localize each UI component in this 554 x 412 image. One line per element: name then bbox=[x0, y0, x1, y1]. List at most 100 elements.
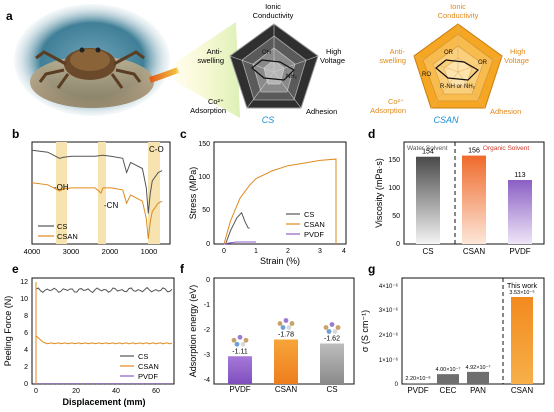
tick-g-y0: 0 bbox=[395, 382, 399, 388]
radar-csan-axis-ionic: Ionic bbox=[450, 2, 466, 11]
value-f-pvdf: -1.11 bbox=[232, 348, 248, 355]
value-d-csan: 156 bbox=[468, 148, 480, 155]
tick-b-4000: 4000 bbox=[24, 247, 41, 256]
value-g-csan: 3.53×10⁻⁶ bbox=[509, 289, 534, 296]
panel-e-letter: e bbox=[12, 262, 19, 276]
radar-csan-axis-high: High bbox=[510, 47, 525, 56]
tick-e-y4: 4 bbox=[24, 347, 28, 354]
tick-d-y0: 0 bbox=[396, 241, 400, 248]
tick-c-y50: 50 bbox=[202, 207, 210, 214]
radar-csan-title: CSAN bbox=[433, 115, 459, 125]
molecule-atom-icon bbox=[243, 337, 249, 343]
group-rnh: R-NH or bbox=[440, 84, 462, 90]
radar-cs-title: CS bbox=[262, 115, 275, 125]
legend-csan: CSAN bbox=[57, 232, 78, 241]
group-nh2: NH₂ bbox=[286, 74, 298, 80]
radar-cs-axis-voltage: Voltage bbox=[320, 56, 345, 65]
molecule-atom-icon bbox=[286, 325, 292, 330]
legend-e-pvdf: PVDF bbox=[138, 372, 158, 381]
bar-d-pvdf bbox=[508, 179, 532, 244]
bar-g-pvdf bbox=[407, 383, 429, 384]
panel-a-letter: a bbox=[6, 9, 13, 23]
axis-d-ylabel: Viscosity (mPa·s) bbox=[374, 158, 384, 228]
molecule-atom-icon bbox=[237, 334, 243, 340]
tick-g-y3: 3×10⁻⁶ bbox=[379, 307, 399, 314]
category-f-cs: CS bbox=[326, 385, 337, 394]
category-d-cs: CS bbox=[422, 247, 433, 256]
molecule-atom-icon bbox=[231, 337, 237, 343]
tick-f-y2: -2 bbox=[204, 327, 210, 334]
axis-g-ylabel: σ (S cm⁻¹) bbox=[360, 310, 370, 352]
tick-b-1000: 1000 bbox=[141, 247, 158, 256]
panel-b-letter: b bbox=[12, 127, 19, 141]
value-g-cec: 4.00×10⁻⁷ bbox=[436, 366, 461, 373]
value-g-pan: 4.92×10⁻⁷ bbox=[466, 364, 491, 371]
series-e-csan bbox=[35, 335, 173, 345]
radar-cs-axis-conductivity: Conductivity bbox=[253, 11, 294, 20]
bar-f-csan bbox=[274, 339, 298, 384]
tick-d-y50: 50 bbox=[392, 213, 400, 220]
radar-csan-axis-adhesion: Adhesion bbox=[490, 107, 521, 116]
label-water-solvent: Water Solvent bbox=[407, 145, 448, 152]
molecule-atom-icon bbox=[280, 325, 286, 330]
panel-e-plot: 0 2 4 6 8 10 12 0 20 40 60 Displacement … bbox=[3, 277, 175, 407]
radar-cs-axis-high: High bbox=[326, 47, 341, 56]
category-d-csan: CSAN bbox=[463, 247, 485, 256]
molecule-atom-icon bbox=[289, 321, 295, 326]
panel-c-letter: c bbox=[180, 127, 187, 141]
panel-c-plot: 0 50 100 150 0 1 2 3 4 Strain (%) Stress… bbox=[188, 141, 347, 266]
molecule-atom-icon bbox=[335, 325, 341, 330]
molecule-atom-icon bbox=[326, 329, 332, 334]
radar-cs: OH NH₂ bbox=[229, 23, 319, 109]
crab-photo bbox=[14, 4, 170, 116]
value-d-cs: 154 bbox=[422, 149, 434, 156]
legend-c-cs: CS bbox=[304, 210, 314, 219]
group-or-top: OR bbox=[444, 50, 454, 56]
tick-g-y2: 2×10⁻⁶ bbox=[379, 332, 399, 339]
tick-c-x0: 0 bbox=[222, 248, 226, 255]
panel-g-letter: g bbox=[368, 262, 375, 276]
molecule-atom-icon bbox=[329, 322, 335, 327]
tick-e-x0: 0 bbox=[34, 388, 38, 395]
tick-f-y0: 0 bbox=[206, 277, 210, 284]
panel-d-letter: d bbox=[368, 127, 375, 141]
tick-e-x20: 20 bbox=[72, 388, 80, 395]
category-f-pvdf: PVDF bbox=[229, 385, 250, 394]
tick-e-y8: 8 bbox=[24, 313, 28, 320]
group-oh: OH bbox=[262, 50, 271, 56]
tick-c-x1: 1 bbox=[254, 248, 258, 255]
tick-d-y150: 150 bbox=[388, 157, 400, 164]
tick-e-x60: 60 bbox=[152, 388, 160, 395]
legend-c-csan: CSAN bbox=[304, 220, 325, 229]
label-this-work: This work bbox=[507, 283, 537, 290]
radar-cs-axis-anti: Anti- bbox=[207, 47, 223, 56]
tick-f-y4: -4 bbox=[204, 377, 210, 384]
axis-e-xlabel: Displacement (mm) bbox=[62, 397, 145, 407]
tick-f-y3: -3 bbox=[204, 352, 210, 359]
tick-c-y100: 100 bbox=[198, 174, 210, 181]
category-g-cec: CEC bbox=[440, 386, 457, 395]
radar-cs-axis-adhesion: Adhesion bbox=[306, 107, 337, 116]
series-b-cs bbox=[31, 149, 163, 214]
panel-d-plot: Water Solvent Organic Solvent 154 CS 156 CS… bbox=[374, 141, 545, 256]
tick-c-x4: 4 bbox=[342, 248, 346, 255]
tick-c-x3: 3 bbox=[318, 248, 322, 255]
tick-e-y6: 6 bbox=[24, 330, 28, 337]
annot-co: C-O bbox=[149, 145, 164, 154]
group-nh2: NH₂ bbox=[464, 84, 476, 90]
radar-csan: OR OR RO R-NH or NH₂ bbox=[413, 23, 503, 109]
radar-csan-axis-voltage: Voltage bbox=[504, 56, 529, 65]
category-f-csan: CSAN bbox=[275, 385, 297, 394]
axis-c-xlabel: Strain (%) bbox=[260, 256, 300, 266]
tick-d-y100: 100 bbox=[388, 185, 400, 192]
radar-csan-axis-conductivity: Conductivity bbox=[438, 11, 479, 20]
molecule-atom-icon bbox=[323, 325, 329, 330]
tick-e-y0: 0 bbox=[24, 381, 28, 388]
series-c-cs bbox=[225, 211, 250, 245]
molecule-atom-icon bbox=[283, 318, 289, 323]
series-b-csan bbox=[31, 182, 163, 239]
radar-cs-axis-co: Co²⁺ bbox=[208, 97, 224, 106]
group-ro: RO bbox=[422, 72, 431, 78]
axis-e-ylabel: Peeling Force (N) bbox=[3, 296, 13, 367]
